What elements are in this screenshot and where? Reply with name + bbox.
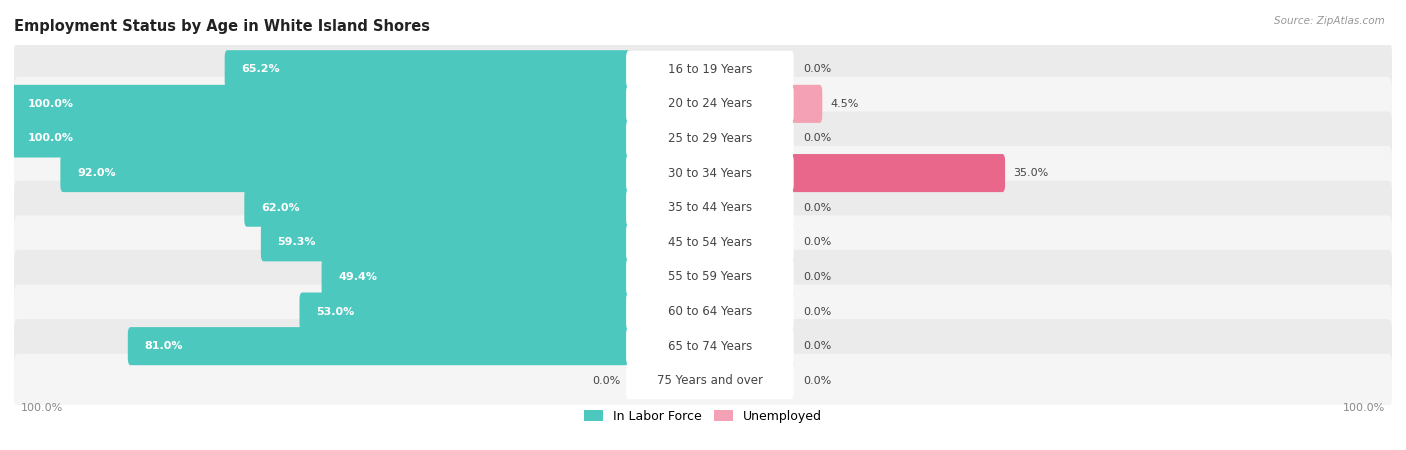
Text: 30 to 34 Years: 30 to 34 Years — [668, 166, 752, 180]
FancyBboxPatch shape — [262, 223, 630, 261]
FancyBboxPatch shape — [60, 154, 630, 192]
FancyBboxPatch shape — [626, 86, 793, 122]
FancyBboxPatch shape — [14, 215, 1392, 269]
FancyBboxPatch shape — [11, 85, 630, 123]
Text: 100.0%: 100.0% — [28, 134, 75, 144]
Text: 81.0%: 81.0% — [145, 341, 183, 351]
FancyBboxPatch shape — [14, 112, 1392, 166]
Text: 62.0%: 62.0% — [262, 202, 299, 213]
Text: 35 to 44 Years: 35 to 44 Years — [668, 201, 752, 214]
Text: 0.0%: 0.0% — [804, 237, 832, 248]
Text: Employment Status by Age in White Island Shores: Employment Status by Age in White Island… — [14, 19, 430, 34]
Text: 25 to 29 Years: 25 to 29 Years — [668, 132, 752, 145]
Text: 53.0%: 53.0% — [316, 306, 354, 316]
Text: 100.0%: 100.0% — [28, 99, 75, 109]
FancyBboxPatch shape — [14, 77, 1392, 131]
FancyBboxPatch shape — [790, 154, 1005, 192]
FancyBboxPatch shape — [14, 250, 1392, 304]
Text: 16 to 19 Years: 16 to 19 Years — [668, 63, 752, 76]
FancyBboxPatch shape — [790, 85, 823, 123]
FancyBboxPatch shape — [626, 189, 793, 226]
Text: 45 to 54 Years: 45 to 54 Years — [668, 236, 752, 249]
Text: 4.5%: 4.5% — [831, 99, 859, 109]
FancyBboxPatch shape — [14, 42, 1392, 96]
FancyBboxPatch shape — [299, 292, 630, 331]
Text: 0.0%: 0.0% — [804, 376, 832, 386]
Text: 0.0%: 0.0% — [804, 202, 832, 213]
FancyBboxPatch shape — [626, 362, 793, 399]
Text: 49.4%: 49.4% — [337, 272, 377, 282]
Text: 20 to 24 Years: 20 to 24 Years — [668, 97, 752, 110]
Text: 0.0%: 0.0% — [804, 272, 832, 282]
Text: 100.0%: 100.0% — [1343, 403, 1385, 413]
FancyBboxPatch shape — [626, 328, 793, 364]
FancyBboxPatch shape — [322, 258, 630, 296]
Text: 55 to 59 Years: 55 to 59 Years — [668, 270, 752, 284]
Text: Source: ZipAtlas.com: Source: ZipAtlas.com — [1274, 16, 1385, 26]
FancyBboxPatch shape — [626, 224, 793, 261]
FancyBboxPatch shape — [626, 293, 793, 330]
FancyBboxPatch shape — [626, 259, 793, 295]
Text: 65.2%: 65.2% — [242, 64, 280, 74]
Text: 0.0%: 0.0% — [804, 134, 832, 144]
FancyBboxPatch shape — [128, 327, 630, 365]
Text: 60 to 64 Years: 60 to 64 Years — [668, 305, 752, 318]
Legend: In Labor Force, Unemployed: In Labor Force, Unemployed — [579, 405, 827, 428]
Text: 75 Years and over: 75 Years and over — [657, 374, 763, 387]
Text: 0.0%: 0.0% — [804, 341, 832, 351]
FancyBboxPatch shape — [14, 181, 1392, 235]
Text: 0.0%: 0.0% — [592, 376, 620, 386]
FancyBboxPatch shape — [14, 354, 1392, 408]
FancyBboxPatch shape — [14, 146, 1392, 200]
Text: 65 to 74 Years: 65 to 74 Years — [668, 340, 752, 353]
Text: 0.0%: 0.0% — [804, 306, 832, 316]
Text: 92.0%: 92.0% — [77, 168, 115, 178]
FancyBboxPatch shape — [626, 120, 793, 157]
FancyBboxPatch shape — [225, 50, 630, 88]
FancyBboxPatch shape — [245, 189, 630, 227]
Text: 0.0%: 0.0% — [804, 64, 832, 74]
FancyBboxPatch shape — [626, 155, 793, 191]
FancyBboxPatch shape — [11, 119, 630, 158]
FancyBboxPatch shape — [14, 284, 1392, 338]
Text: 35.0%: 35.0% — [1014, 168, 1049, 178]
FancyBboxPatch shape — [14, 319, 1392, 373]
Text: 100.0%: 100.0% — [21, 403, 63, 413]
FancyBboxPatch shape — [626, 51, 793, 88]
Text: 59.3%: 59.3% — [277, 237, 316, 248]
